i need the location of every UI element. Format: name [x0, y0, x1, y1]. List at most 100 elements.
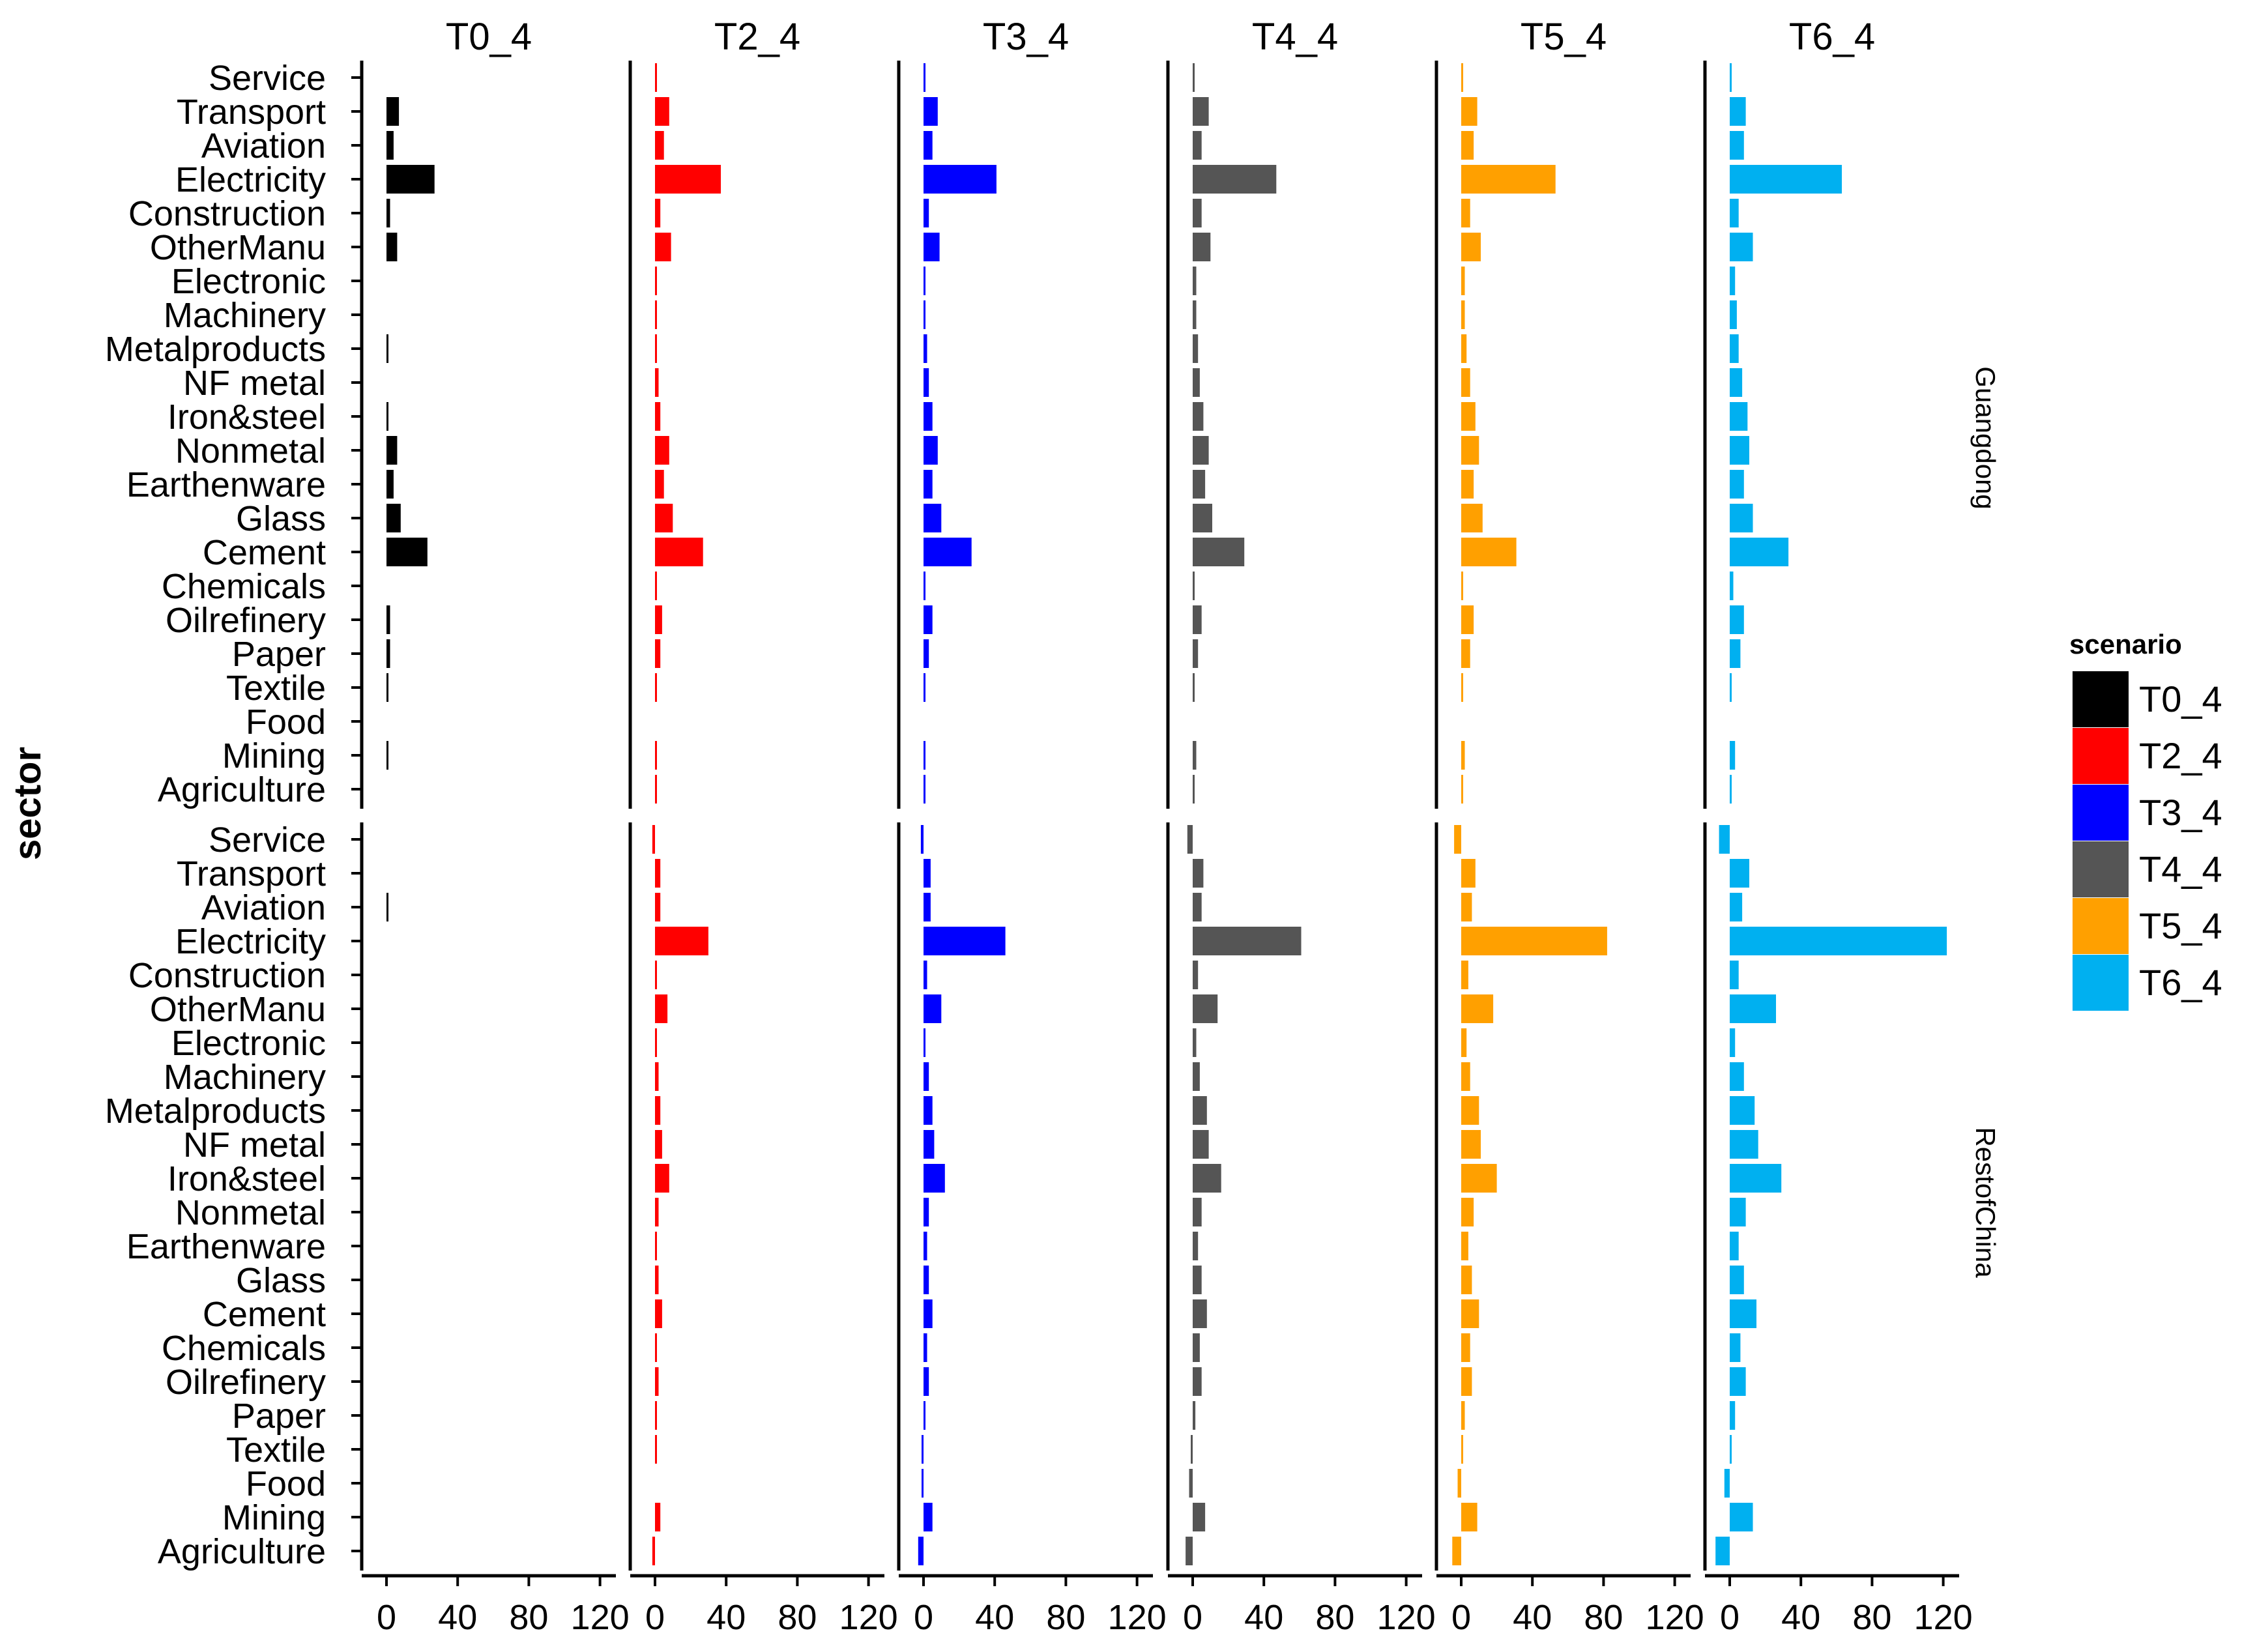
bar-restofchina-t6-4-textile [1730, 1435, 1732, 1464]
bar-guangdong-t6-4-paper [1730, 639, 1741, 668]
bar-restofchina-t2-4-agriculture [652, 1537, 655, 1565]
x-tick-label-t5-4-40: 40 [1513, 1598, 1552, 1637]
x-tick-label-t6-4-0: 0 [1720, 1598, 1740, 1637]
bar-restofchina-t5-4-electricity [1461, 927, 1607, 955]
bar-restofchina-t4-4-electricity [1193, 927, 1302, 955]
bar-restofchina-t5-4-machinery [1461, 1062, 1470, 1091]
bar-guangdong-t0-4-othermanu [386, 233, 398, 261]
sector-label-restofchina-nf-metal: NF metal [183, 1125, 326, 1165]
bar-guangdong-t5-4-cement [1461, 538, 1517, 566]
bar-guangdong-t3-4-aviation [924, 131, 933, 160]
bar-guangdong-t3-4-glass [924, 504, 942, 532]
bar-guangdong-t4-4-construction [1193, 199, 1202, 227]
bar-guangdong-t6-4-construction [1730, 199, 1739, 227]
bar-guangdong-t6-4-glass [1730, 504, 1753, 532]
sector-label-restofchina-machinery: Machinery [164, 1058, 326, 1097]
bar-restofchina-t4-4-glass [1193, 1266, 1202, 1294]
bar-restofchina-t2-4-textile [655, 1435, 657, 1464]
bar-restofchina-t2-4-chemicals [655, 1333, 657, 1362]
bar-guangdong-t0-4-electricity [386, 165, 435, 194]
bar-restofchina-t3-4-electricity [924, 927, 1006, 955]
legend-swatch-t3-4 [2073, 785, 2129, 841]
bar-restofchina-t4-4-chemicals [1193, 1333, 1200, 1362]
bar-guangdong-t2-4-cement [655, 538, 703, 566]
bar-guangdong-t3-4-earthenware [924, 470, 933, 499]
bar-guangdong-t6-4-othermanu [1730, 233, 1753, 261]
bar-guangdong-t4-4-electricity [1193, 165, 1277, 194]
bar-restofchina-t2-4-nonmetal [655, 1198, 659, 1226]
bar-guangdong-t3-4-mining [924, 741, 925, 770]
bar-guangdong-t0-4-earthenware [386, 470, 394, 499]
sector-label-restofchina-earthenware: Earthenware [126, 1227, 326, 1266]
bar-guangdong-t6-4-mining [1730, 741, 1736, 770]
bar-restofchina-t4-4-food [1189, 1469, 1193, 1498]
x-tick-label-t5-4-120: 120 [1646, 1598, 1704, 1637]
bar-restofchina-t5-4-nf-metal [1461, 1130, 1481, 1159]
bar-restofchina-t2-4-paper [655, 1401, 657, 1430]
legend-label-t3-4: T3_4 [2139, 792, 2222, 833]
sector-label-restofchina-iron-steel: Iron&steel [167, 1159, 326, 1198]
legend-swatch-t2-4 [2073, 728, 2129, 784]
sector-label-restofchina-electronic: Electronic [171, 1024, 326, 1063]
sector-label-restofchina-metalproducts: Metalproducts [105, 1092, 326, 1131]
bar-restofchina-t4-4-oilrefinery [1193, 1367, 1202, 1396]
legend-label-t0-4: T0_4 [2139, 678, 2222, 719]
x-tick-label-t3-4-80: 80 [1046, 1598, 1085, 1637]
bar-guangdong-t2-4-agriculture [655, 775, 657, 804]
x-tick-label-t4-4-40: 40 [1244, 1598, 1283, 1637]
bar-guangdong-t4-4-metalproducts [1193, 334, 1199, 363]
bar-restofchina-t2-4-oilrefinery [655, 1367, 659, 1396]
bar-restofchina-t0-4-aviation [386, 893, 388, 921]
sector-label-restofchina-cement: Cement [203, 1295, 326, 1334]
x-tick-label-t0-4-80: 80 [509, 1598, 548, 1637]
bar-guangdong-t2-4-iron-steel [655, 402, 661, 431]
bar-restofchina-t6-4-glass [1730, 1266, 1744, 1294]
x-tick-label-t3-4-40: 40 [975, 1598, 1014, 1637]
bar-guangdong-t2-4-transport [655, 97, 669, 126]
bar-restofchina-t3-4-earthenware [924, 1232, 927, 1260]
bar-guangdong-t5-4-transport [1461, 97, 1478, 126]
bar-restofchina-t4-4-metalproducts [1193, 1096, 1207, 1125]
bar-restofchina-t2-4-electronic [655, 1028, 657, 1057]
bar-guangdong-t3-4-construction [924, 199, 929, 227]
bar-guangdong-t3-4-textile [924, 673, 925, 702]
x-tick-label-t5-4-0: 0 [1451, 1598, 1471, 1637]
bar-restofchina-t2-4-glass [655, 1266, 659, 1294]
bar-restofchina-t3-4-aviation [924, 893, 931, 921]
bar-guangdong-t2-4-construction [655, 199, 661, 227]
bar-guangdong-t2-4-nonmetal [655, 436, 669, 465]
bar-restofchina-t5-4-cement [1461, 1299, 1479, 1328]
bar-restofchina-t5-4-transport [1461, 859, 1476, 888]
x-tick-label-t6-4-80: 80 [1852, 1598, 1891, 1637]
bar-restofchina-t5-4-glass [1461, 1266, 1472, 1294]
bar-restofchina-t2-4-earthenware [655, 1232, 657, 1260]
facet-title-t5-4: T5_4 [1521, 16, 1607, 58]
bar-restofchina-t2-4-mining [655, 1503, 661, 1531]
bar-guangdong-t0-4-cement [386, 538, 428, 566]
bar-guangdong-t4-4-machinery [1193, 300, 1197, 329]
bar-guangdong-t4-4-earthenware [1193, 470, 1206, 499]
bar-guangdong-t6-4-electronic [1730, 267, 1736, 295]
bar-guangdong-t2-4-chemicals [655, 572, 657, 600]
sector-label-guangdong-nf-metal: NF metal [183, 364, 326, 403]
bar-guangdong-t3-4-oilrefinery [924, 605, 933, 634]
bar-guangdong-t6-4-agriculture [1730, 775, 1732, 804]
bar-restofchina-t2-4-aviation [655, 893, 661, 921]
bar-restofchina-t2-4-othermanu [655, 994, 668, 1023]
bar-restofchina-t3-4-machinery [924, 1062, 929, 1091]
sector-label-restofchina-transport: Transport [177, 854, 326, 893]
bar-guangdong-t5-4-textile [1461, 673, 1463, 702]
bar-restofchina-t5-4-othermanu [1461, 994, 1494, 1023]
bar-guangdong-t2-4-paper [655, 639, 661, 668]
bar-restofchina-t6-4-othermanu [1730, 994, 1776, 1023]
bar-guangdong-t2-4-mining [655, 741, 657, 770]
bar-restofchina-t5-4-construction [1461, 961, 1468, 989]
bar-guangdong-t2-4-electronic [655, 267, 657, 295]
legend-swatch-t6-4 [2073, 955, 2129, 1011]
bar-guangdong-t2-4-aviation [655, 131, 664, 160]
bar-restofchina-t4-4-cement [1193, 1299, 1207, 1328]
bar-restofchina-t6-4-service [1719, 825, 1730, 854]
bar-guangdong-t0-4-textile [386, 673, 388, 702]
bar-guangdong-t3-4-service [924, 63, 925, 92]
bars [386, 63, 1947, 1565]
